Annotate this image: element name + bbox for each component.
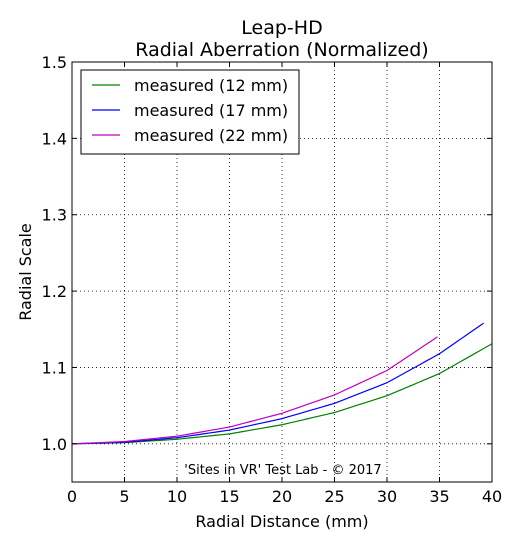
- chart-annotation: 'Sites in VR' Test Lab - © 2017: [184, 463, 381, 478]
- x-tick-label: 15: [219, 487, 239, 506]
- series-line: [71, 343, 493, 445]
- legend-label: measured (17 mm): [134, 101, 288, 120]
- chart-title: Leap-HD: [241, 17, 322, 39]
- chart-subtitle: Radial Aberration (Normalized): [135, 39, 428, 61]
- x-tick-label: 25: [324, 487, 344, 506]
- axis-ticks: 0 5 10 15 20 25 30 35 40 1.0 1.1 1.2 1.3 1.4 1.5: [42, 53, 503, 506]
- x-tick-label: 30: [377, 487, 397, 506]
- legend-box: [80, 69, 300, 155]
- y-axis-label: Radial Scale: [16, 223, 35, 321]
- x-tick-label: 40: [482, 487, 502, 506]
- x-tick-label: 35: [429, 487, 449, 506]
- x-tick-label: 0: [67, 487, 77, 506]
- series-line: [71, 322, 484, 445]
- legend-label: measured (22 mm): [134, 126, 288, 145]
- y-tick-label: 1.2: [42, 282, 67, 301]
- x-tick-label: 20: [272, 487, 292, 506]
- x-tick-label: 10: [167, 487, 187, 506]
- x-axis-label: Radial Distance (mm): [195, 512, 368, 531]
- series-line: [71, 336, 438, 445]
- y-tick-label: 1.1: [42, 358, 67, 377]
- legend-label: measured (12 mm): [134, 76, 288, 95]
- x-tick-label: 5: [119, 487, 129, 506]
- y-tick-label: 1.4: [42, 129, 67, 148]
- series-lines: [71, 322, 493, 445]
- y-tick-label: 1.3: [42, 206, 67, 225]
- y-tick-label: 1.0: [42, 435, 67, 454]
- y-tick-label: 1.5: [42, 53, 67, 72]
- legend: measured (12 mm) measured (17 mm) measured…: [80, 69, 300, 155]
